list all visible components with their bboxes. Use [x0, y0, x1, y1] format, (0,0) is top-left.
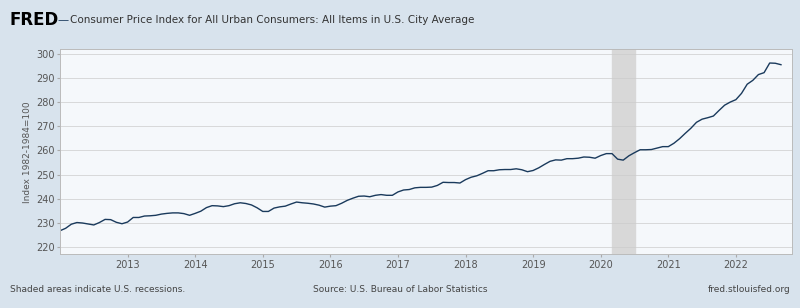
Text: Consumer Price Index for All Urban Consumers: All Items in U.S. City Average: Consumer Price Index for All Urban Consu… — [70, 15, 474, 25]
Text: Source: U.S. Bureau of Labor Statistics: Source: U.S. Bureau of Labor Statistics — [313, 285, 487, 294]
Y-axis label: Index 1982-1984=100: Index 1982-1984=100 — [22, 101, 32, 202]
Text: FRED: FRED — [10, 11, 59, 29]
Text: Shaded areas indicate U.S. recessions.: Shaded areas indicate U.S. recessions. — [10, 285, 185, 294]
Text: —: — — [58, 15, 69, 25]
Bar — [612, 49, 634, 254]
Text: fred.stlouisfed.org: fred.stlouisfed.org — [708, 285, 790, 294]
